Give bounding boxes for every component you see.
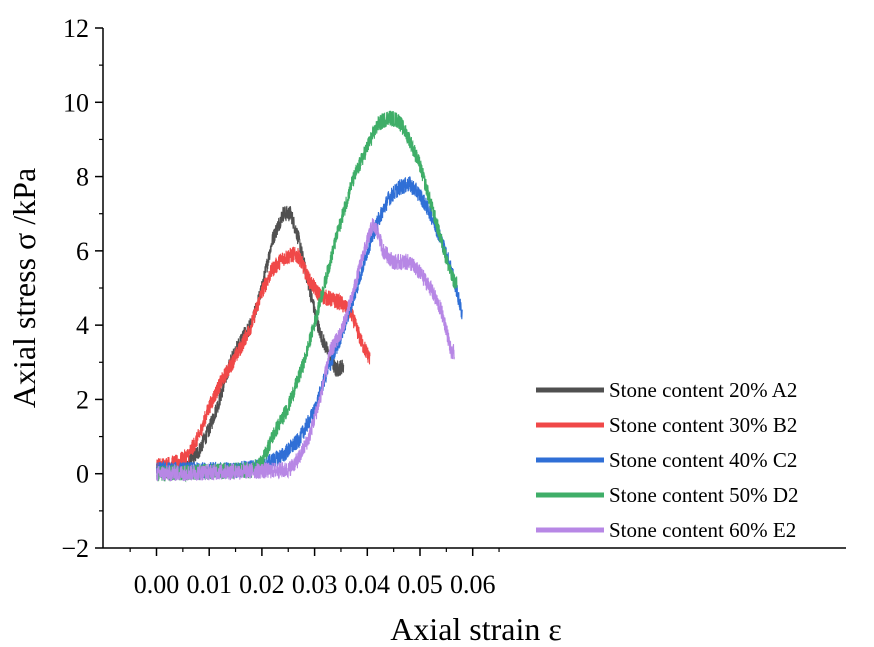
y-tick-label: 6	[76, 237, 89, 266]
plot-lines	[155, 110, 463, 483]
x-tick-label: 0.02	[239, 570, 285, 599]
legend: Stone content 20% A2 Stone content 30% B2…	[536, 378, 799, 542]
x-axis-title: Axial strain ε	[390, 611, 562, 647]
legend-label-1: Stone content 20% A2	[609, 378, 797, 402]
legend-label-2: Stone content 30% B2	[609, 413, 797, 437]
y-tick-label: 4	[76, 311, 89, 340]
x-tick-label: 0.06	[450, 570, 496, 599]
series-line-5	[155, 218, 455, 482]
y-tick-label: 8	[76, 163, 89, 192]
x-tick-label: 0.05	[397, 570, 443, 599]
legend-label-5: Stone content 60% E2	[609, 518, 796, 542]
legend-label-3: Stone content 40% C2	[609, 448, 797, 472]
series-line-1	[155, 205, 345, 479]
ticks: −2 0 2 4 6 8 10 12 0.00 0.01 0.02 0.03 0.04 0.05 0.06	[61, 14, 500, 599]
y-tick-label: 10	[63, 88, 89, 117]
y-tick-label: −2	[61, 534, 89, 563]
y-tick-label: 12	[63, 14, 89, 43]
y-axis-title: Axial stress σ /kPa	[6, 168, 42, 408]
y-tick-label: 2	[76, 385, 89, 414]
legend-label-4: Stone content 50% D2	[609, 483, 799, 507]
x-tick-label: 0.00	[134, 570, 180, 599]
x-tick-label: 0.01	[186, 570, 232, 599]
x-tick-label: 0.03	[292, 570, 338, 599]
x-tick-label: 0.04	[345, 570, 391, 599]
series-line-2	[155, 246, 371, 475]
y-tick-label: 0	[76, 460, 89, 489]
